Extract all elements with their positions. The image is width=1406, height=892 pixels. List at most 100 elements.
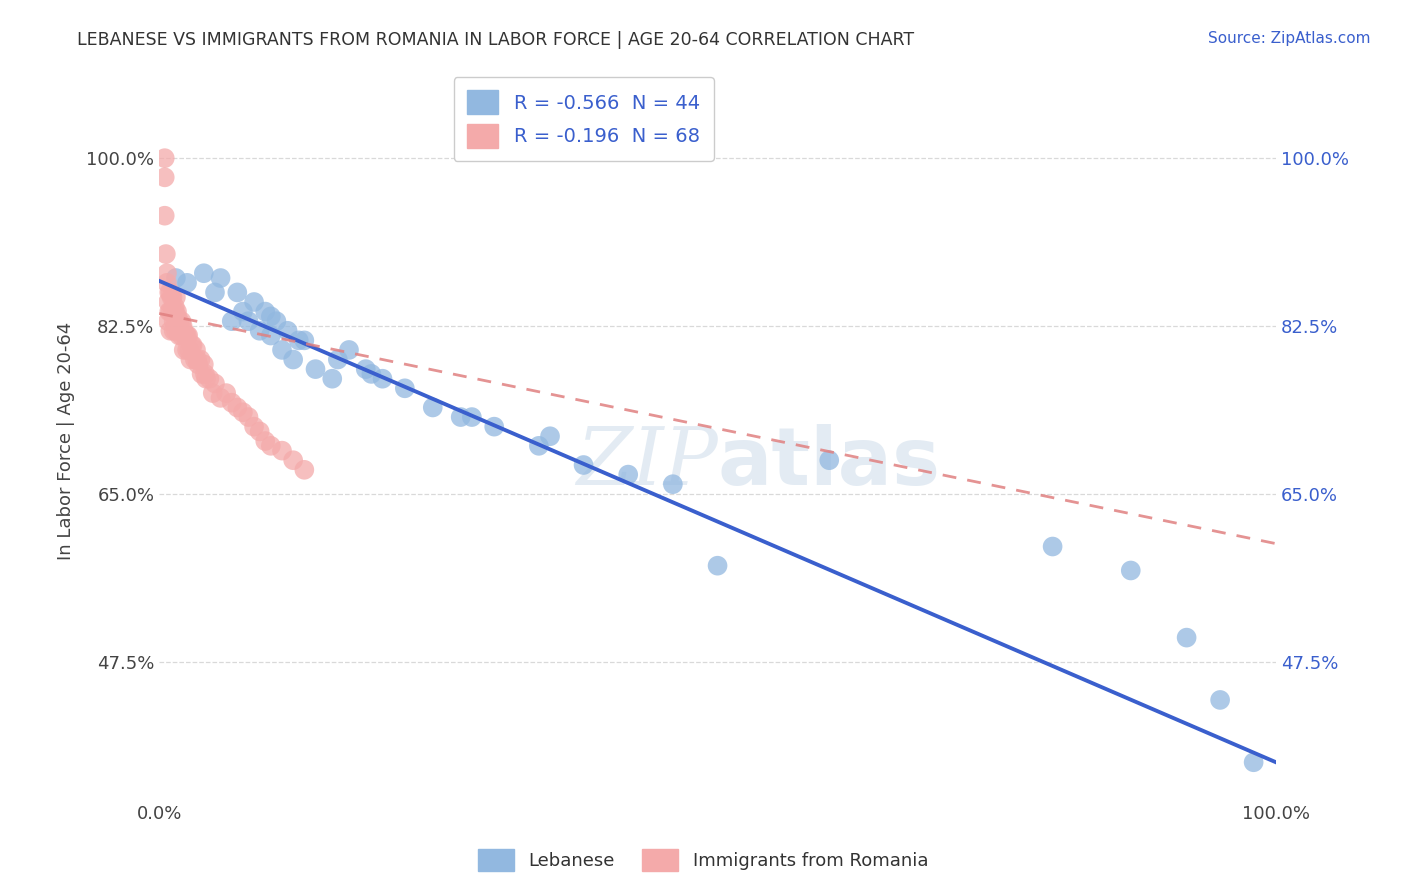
Point — [193, 357, 215, 371]
Point — [204, 285, 226, 300]
Point — [209, 391, 232, 405]
Point — [170, 328, 193, 343]
Point — [706, 558, 728, 573]
Point — [271, 343, 294, 357]
Point — [153, 170, 176, 185]
Point — [179, 352, 201, 367]
Point — [277, 324, 299, 338]
Point — [249, 425, 271, 439]
Point — [232, 304, 254, 318]
Legend: R = -0.566  N = 44, R = -0.196  N = 68: R = -0.566 N = 44, R = -0.196 N = 68 — [454, 77, 714, 161]
Point — [260, 310, 283, 324]
Point — [538, 429, 561, 443]
Point — [173, 324, 195, 338]
Point — [176, 276, 198, 290]
Point — [159, 324, 181, 338]
Point — [371, 372, 394, 386]
Point — [321, 372, 343, 386]
Point — [304, 362, 326, 376]
Point — [177, 328, 200, 343]
Point — [266, 314, 288, 328]
Point — [155, 247, 177, 261]
Point — [162, 290, 184, 304]
Point — [337, 343, 360, 357]
Point — [283, 453, 305, 467]
Point — [360, 367, 382, 381]
Point — [662, 477, 685, 491]
Point — [157, 285, 180, 300]
Point — [198, 372, 221, 386]
Point — [238, 410, 260, 425]
Text: ZIP: ZIP — [576, 424, 717, 501]
Point — [167, 318, 190, 333]
Point — [159, 304, 181, 318]
Point — [157, 314, 180, 328]
Point — [394, 381, 416, 395]
Point — [179, 343, 201, 357]
Point — [181, 338, 204, 352]
Point — [238, 314, 260, 328]
Point — [172, 318, 194, 333]
Point — [184, 352, 207, 367]
Point — [283, 352, 305, 367]
Point — [160, 290, 183, 304]
Point — [162, 304, 184, 318]
Point — [165, 290, 187, 304]
Point — [194, 367, 217, 381]
Point — [165, 314, 187, 328]
Point — [1243, 756, 1265, 770]
Point — [156, 266, 179, 280]
Point — [527, 439, 550, 453]
Point — [617, 467, 640, 482]
Point — [176, 328, 198, 343]
Point — [163, 324, 186, 338]
Point — [163, 314, 186, 328]
Point — [153, 209, 176, 223]
Point — [165, 271, 187, 285]
Point — [292, 334, 315, 348]
Point — [209, 271, 232, 285]
Point — [249, 324, 271, 338]
Point — [354, 362, 377, 376]
Point — [326, 352, 349, 367]
Text: Source: ZipAtlas.com: Source: ZipAtlas.com — [1208, 31, 1371, 46]
Point — [1119, 564, 1142, 578]
Point — [190, 367, 212, 381]
Point — [173, 343, 195, 357]
Text: LEBANESE VS IMMIGRANTS FROM ROMANIA IN LABOR FORCE | AGE 20-64 CORRELATION CHART: LEBANESE VS IMMIGRANTS FROM ROMANIA IN L… — [77, 31, 914, 49]
Point — [221, 395, 243, 409]
Point — [221, 314, 243, 328]
Point — [226, 285, 249, 300]
Point — [243, 295, 266, 310]
Point — [156, 276, 179, 290]
Point — [260, 439, 283, 453]
Point — [254, 434, 277, 448]
Point — [271, 443, 294, 458]
Point — [193, 266, 215, 280]
Point — [169, 324, 191, 338]
Point — [572, 458, 595, 472]
Point — [461, 410, 484, 425]
Point — [163, 300, 186, 314]
Point — [450, 410, 472, 425]
Point — [215, 386, 238, 401]
Point — [287, 334, 309, 348]
Point — [173, 328, 195, 343]
Point — [187, 357, 209, 371]
Point — [1042, 540, 1064, 554]
Point — [159, 285, 181, 300]
Point — [153, 151, 176, 165]
Point — [186, 352, 208, 367]
Legend: Lebanese, Immigrants from Romania: Lebanese, Immigrants from Romania — [471, 842, 935, 879]
Point — [166, 304, 188, 318]
Point — [167, 328, 190, 343]
Point — [226, 401, 249, 415]
Text: atlas: atlas — [717, 424, 941, 501]
Point — [422, 401, 444, 415]
Point — [157, 295, 180, 310]
Point — [167, 314, 190, 328]
Point — [195, 372, 218, 386]
Point — [292, 463, 315, 477]
Point — [157, 304, 180, 318]
Point — [166, 310, 188, 324]
